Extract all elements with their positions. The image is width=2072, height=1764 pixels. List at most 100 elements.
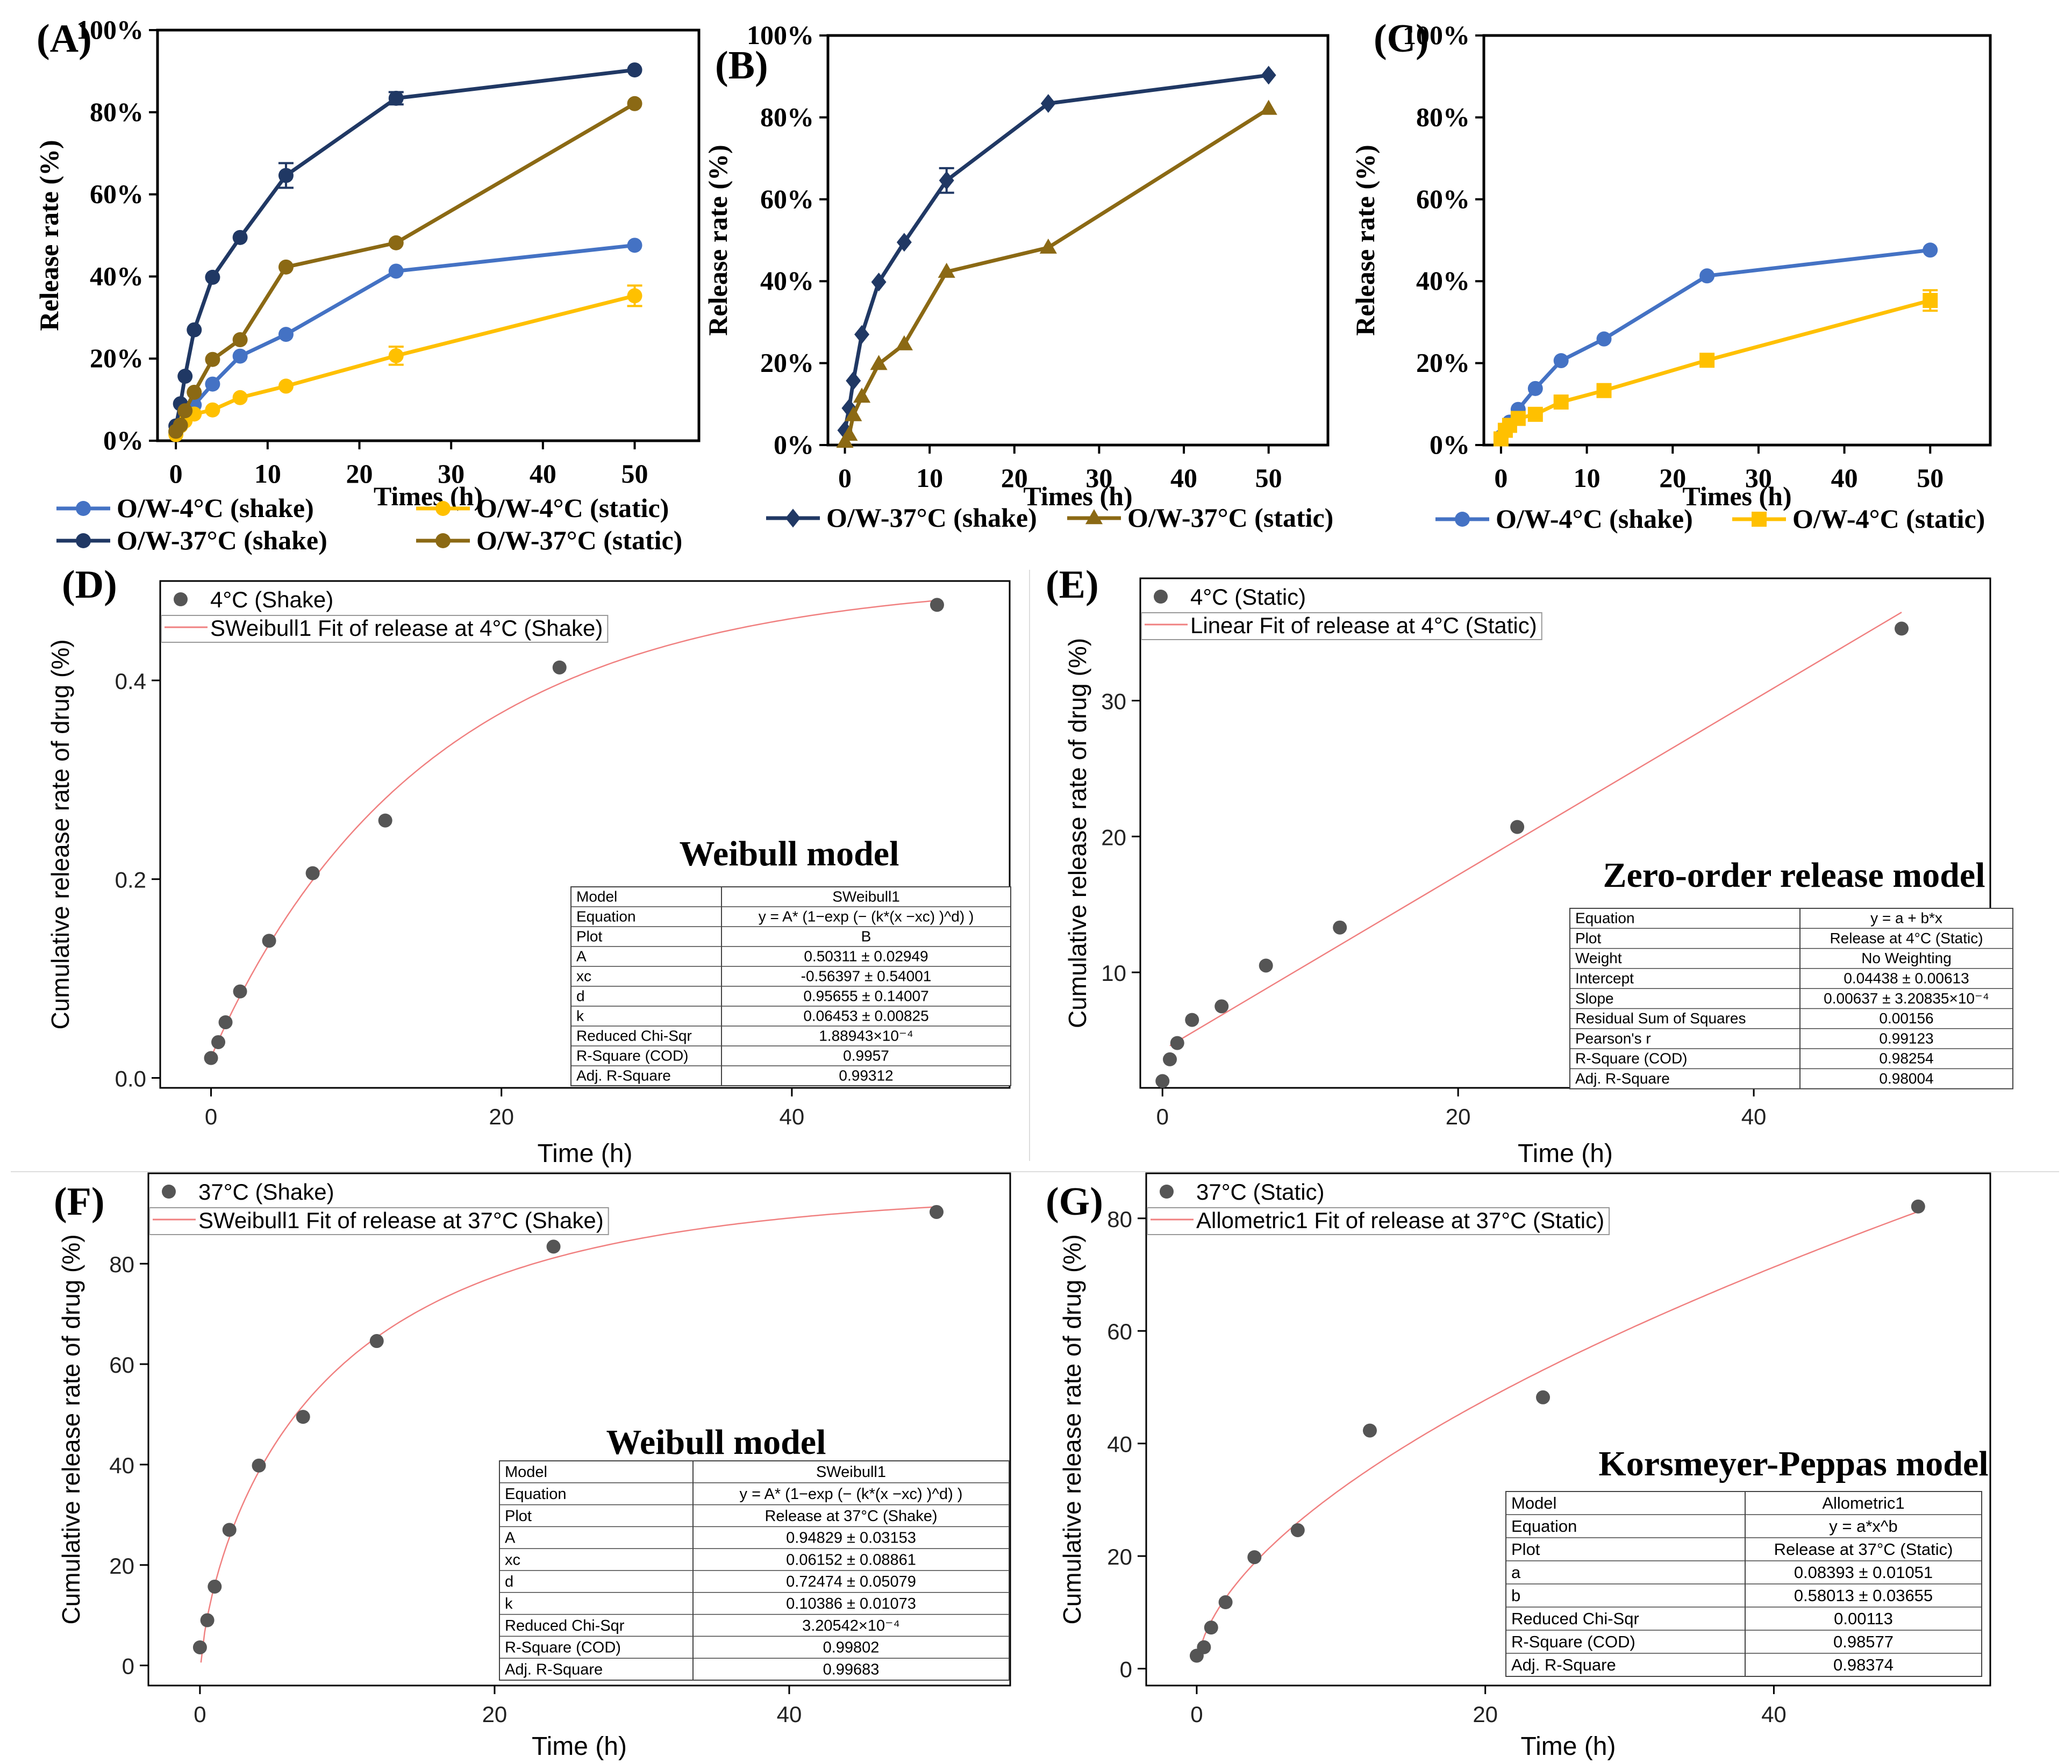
y-axis-title: Release rate (%) <box>34 140 64 331</box>
data-point <box>388 90 404 106</box>
data-point <box>296 1410 310 1424</box>
panel-label: (B) <box>715 44 768 88</box>
data-point <box>930 598 944 612</box>
x-tick-label: 40 <box>1170 463 1197 493</box>
data-point <box>205 402 220 418</box>
x-tick-label: 20 <box>482 1702 508 1727</box>
data-point <box>938 262 955 278</box>
y-axis-title: Cumulative release rate of drug (%) <box>46 639 74 1029</box>
plot-frame <box>156 28 701 442</box>
y-tick-label: 60 <box>1107 1319 1132 1344</box>
x-tick-label: 40 <box>780 1104 805 1129</box>
y-tick-label: 0.0 <box>115 1066 146 1092</box>
series-line <box>843 107 1270 443</box>
table-frame <box>1569 908 2013 1089</box>
panel-label: (A) <box>37 17 92 61</box>
panel-F: (F) 0 20 40 0 20 40 60 80 Time (h) Cumulative rele… <box>54 1172 1011 1761</box>
panel-B: (B) 0 10 20 30 40 50 0% 20% 40% 60% 80% 100% Times (h… <box>703 20 1333 533</box>
table-param-name: A <box>505 1530 516 1547</box>
data-point <box>546 1239 561 1254</box>
table-param-name: Equation <box>576 908 636 924</box>
legend-box <box>1147 1207 1610 1235</box>
y-tick-label: 100% <box>76 15 144 45</box>
y-tick-label: 0% <box>1430 429 1470 460</box>
data-point <box>200 1613 215 1627</box>
y-tick-label: 20% <box>1416 348 1470 378</box>
data-point <box>278 259 294 275</box>
panel-D: (D) 0 20 40 0.0 0.2 0.4 Time (h) Cumulative rele… <box>46 563 1011 1168</box>
table-param-value: B <box>861 928 871 944</box>
table-param-name: b <box>1511 1586 1520 1605</box>
table-param-value: 0.99683 <box>823 1661 880 1678</box>
legend-label: O/W-37°C (static) <box>1127 503 1333 533</box>
table-param-name: Equation <box>505 1486 567 1503</box>
plot-frame <box>1482 34 1992 447</box>
fit-parameter-table: Model Allometric1 Equation y = a*x^b Plot Rel… <box>1505 1491 1982 1677</box>
table-param-value: 0.08393 ± 0.01051 <box>1794 1563 1933 1582</box>
table-param-value: 0.99312 <box>839 1067 893 1084</box>
data-point <box>1247 1550 1262 1565</box>
data-point <box>1553 394 1569 410</box>
table-param-name: R-Square (COD) <box>576 1047 688 1064</box>
x-tick-label: 10 <box>916 463 943 493</box>
table-param-name: d <box>576 987 585 1004</box>
y-tick-label: 20% <box>760 348 814 378</box>
data-point <box>232 390 248 405</box>
data-point <box>177 369 193 384</box>
table-param-value: 0.04438 ± 0.00613 <box>1844 970 1969 987</box>
data-point <box>378 813 392 828</box>
x-tick-label: 20 <box>489 1104 514 1129</box>
table-param-value: 0.50311 ± 0.02949 <box>804 948 928 964</box>
legend-label: Linear Fit of release at 4°C (Static) <box>1190 613 1537 638</box>
data-point <box>1510 820 1525 834</box>
data-point <box>1527 381 1543 396</box>
data-point <box>1214 999 1229 1014</box>
legend-marker <box>162 1185 176 1199</box>
legend-marker <box>1085 509 1103 525</box>
table-param-name: Adj. R-Square <box>1575 1070 1670 1087</box>
x-tick-label: 20 <box>1001 463 1028 493</box>
table-param-value: No Weighting <box>1861 950 1952 966</box>
y-tick-label: 20 <box>109 1553 134 1579</box>
x-axis-title: Time (h) <box>532 1732 627 1761</box>
panel-label: (G) <box>1046 1180 1103 1224</box>
y-tick-label: 20 <box>1101 824 1126 850</box>
y-axis-title: Release rate (%) <box>703 145 733 335</box>
table-param-value: SWeibull1 <box>816 1464 886 1481</box>
y-tick-label: 40 <box>1107 1432 1132 1457</box>
table-param-value: 0.99802 <box>823 1639 880 1657</box>
x-tick-label: 0 <box>205 1104 217 1129</box>
legend-label: 37°C (Shake) <box>198 1179 334 1204</box>
data-point <box>1923 242 1938 258</box>
fit-curve <box>210 599 938 1058</box>
table-param-name: Slope <box>1575 990 1614 1007</box>
legend-label: Allometric1 Fit of release at 37°C (Stat… <box>1196 1208 1604 1233</box>
data-point <box>1553 353 1569 369</box>
plot-frame <box>159 580 1011 1089</box>
legend-label: O/W-37°C (shake) <box>117 525 327 555</box>
x-tick-label: 0 <box>1156 1104 1169 1129</box>
y-tick-label: 100% <box>747 20 814 50</box>
table-param-value: 0.94829 ± 0.03153 <box>786 1530 916 1547</box>
data-point <box>870 355 888 370</box>
table-param-value: 0.95655 ± 0.14007 <box>803 987 928 1004</box>
table-param-value: SWeibull1 <box>832 888 900 905</box>
x-tick-label: 20 <box>346 458 373 489</box>
data-point <box>1510 411 1526 426</box>
table-param-name: Intercept <box>1575 970 1634 987</box>
data-point <box>252 1458 266 1473</box>
table-param-value: y = A* (1−exp (− (k*(x −xc) )^d) ) <box>759 908 974 924</box>
table-param-name: Adj. R-Square <box>505 1661 603 1678</box>
legend-marker <box>1160 1185 1174 1199</box>
table-param-value: Allometric1 <box>1822 1494 1904 1512</box>
data-point <box>1362 1423 1377 1438</box>
legend-marker <box>174 592 188 606</box>
x-tick-label: 20 <box>1446 1104 1471 1129</box>
plot-frame <box>826 34 1330 447</box>
table-param-value: 0.98577 <box>1833 1632 1894 1651</box>
y-axis-title: Cumulative release rate of drug (%) <box>57 1234 85 1624</box>
table-param-value: -0.56397 ± 0.54001 <box>801 967 932 984</box>
x-tick-label: 30 <box>1085 463 1112 493</box>
data-point <box>205 269 220 285</box>
x-tick-label: 40 <box>1741 1104 1767 1129</box>
